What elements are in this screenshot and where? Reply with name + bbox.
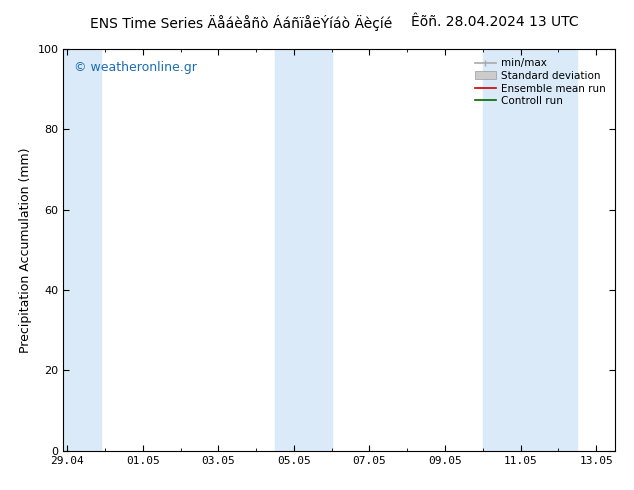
Bar [275, 49, 332, 451]
Text: © weatheronline.gr: © weatheronline.gr [74, 61, 197, 74]
Text: ENS Time Series Äåáèåñò ÁáñïåëÝíáò Äèçíé: ENS Time Series Äåáèåñò ÁáñïåëÝíáò Äèçíé [90, 15, 392, 31]
Text: Êõñ. 28.04.2024 13 UTC: Êõñ. 28.04.2024 13 UTC [411, 15, 578, 29]
Legend: min/max, Standard deviation, Ensemble mean run, Controll run: min/max, Standard deviation, Ensemble me… [470, 54, 610, 110]
Bar [482, 49, 577, 451]
Y-axis label: Precipitation Accumulation (mm): Precipitation Accumulation (mm) [19, 147, 32, 353]
Bar [63, 49, 101, 451]
